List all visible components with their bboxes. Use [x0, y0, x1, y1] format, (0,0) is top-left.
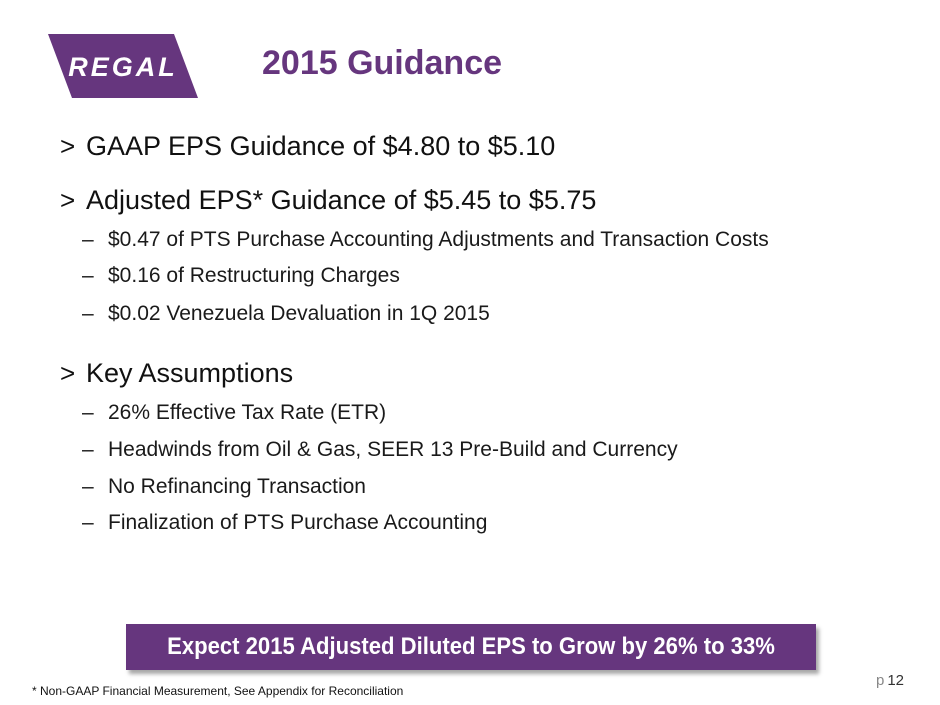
sub-bullet-text: Headwinds from Oil & Gas, SEER 13 Pre-Bu… — [108, 438, 678, 461]
sub-bullet: – $0.02 Venezuela Devaluation in 1Q 2015 — [82, 302, 490, 326]
sub-bullet: – $0.47 of PTS Purchase Accounting Adjus… — [82, 228, 769, 252]
bullet-gaap-eps: > GAAP EPS Guidance of $4.80 to $5.10 — [60, 131, 555, 162]
bullet-text: Adjusted EPS* Guidance of $5.45 to $5.75 — [86, 185, 597, 215]
sub-bullet-text: $0.16 of Restructuring Charges — [108, 264, 400, 287]
page-number-value: 12 — [887, 672, 904, 689]
sub-bullet: – No Refinancing Transaction — [82, 475, 366, 499]
sub-bullet-text: 26% Effective Tax Rate (ETR) — [108, 401, 387, 424]
sub-bullet-text: $0.47 of PTS Purchase Accounting Adjustm… — [108, 228, 769, 251]
sub-bullet: – Headwinds from Oil & Gas, SEER 13 Pre-… — [82, 438, 678, 462]
bullet-marker: > — [60, 358, 76, 388]
bullet-adjusted-eps: > Adjusted EPS* Guidance of $5.45 to $5.… — [60, 185, 596, 216]
bullet-text: Key Assumptions — [86, 358, 294, 388]
dash-marker: – — [82, 264, 94, 287]
regal-logo: REGAL — [48, 34, 198, 98]
footnote: * Non-GAAP Financial Measurement, See Ap… — [32, 684, 404, 698]
sub-bullet: – Finalization of PTS Purchase Accountin… — [82, 511, 487, 535]
dash-marker: – — [82, 401, 94, 424]
dash-marker: – — [82, 228, 94, 251]
sub-bullet: – 26% Effective Tax Rate (ETR) — [82, 401, 386, 425]
dash-marker: – — [82, 511, 94, 534]
bullet-text: GAAP EPS Guidance of $4.80 to $5.10 — [86, 131, 556, 161]
page-prefix: p — [875, 672, 885, 689]
bullet-marker: > — [60, 185, 76, 215]
page-title: 2015 Guidance — [262, 44, 503, 82]
page-number: p 12 — [876, 672, 904, 689]
sub-bullet-text: $0.02 Venezuela Devaluation in 1Q 2015 — [108, 302, 490, 325]
dash-marker: – — [82, 475, 94, 498]
sub-bullet: – $0.16 of Restructuring Charges — [82, 264, 400, 288]
bullet-marker: > — [60, 131, 76, 161]
bullet-key-assumptions: > Key Assumptions — [60, 358, 293, 389]
dash-marker: – — [82, 302, 94, 325]
logo-text: REGAL — [68, 52, 178, 82]
sub-bullet-text: Finalization of PTS Purchase Accounting — [108, 511, 488, 534]
eps-growth-banner: Expect 2015 Adjusted Diluted EPS to Grow… — [126, 624, 816, 670]
sub-bullet-text: No Refinancing Transaction — [108, 475, 366, 498]
dash-marker: – — [82, 438, 94, 461]
